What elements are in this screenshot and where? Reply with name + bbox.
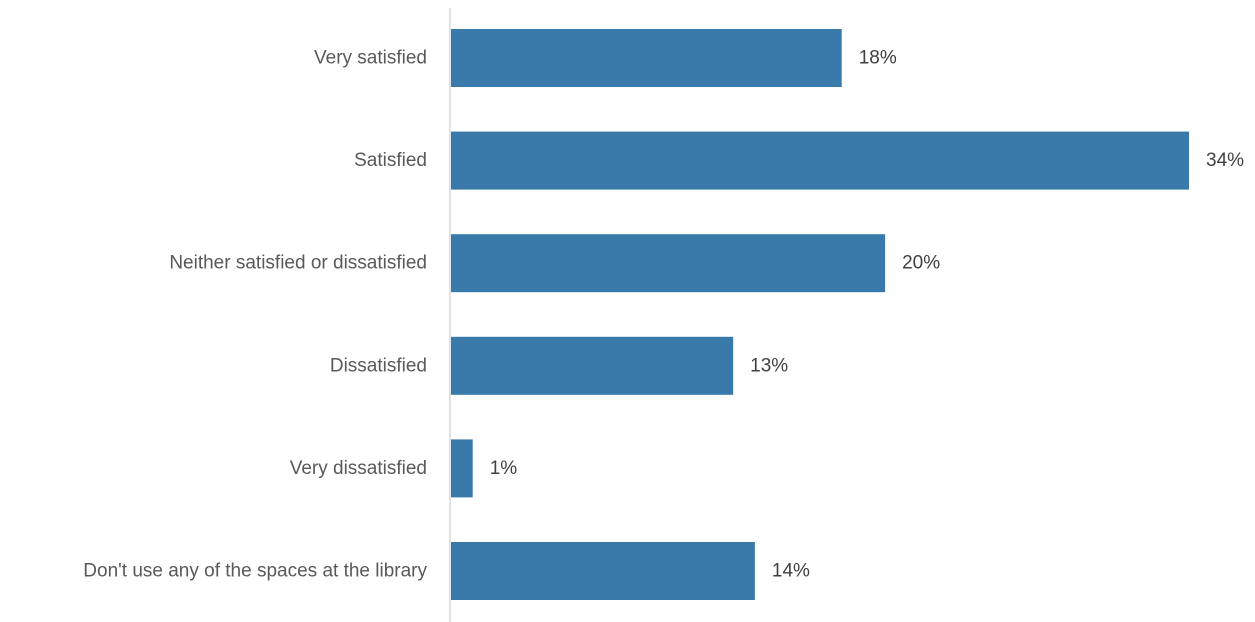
bar — [451, 336, 734, 395]
data-label: 13% — [750, 355, 788, 376]
category-label: Neither satisfied or dissatisfied — [169, 253, 427, 274]
bar — [451, 29, 842, 87]
value-labels-group: 18% 34% 20% 13% 1% 14% — [490, 48, 1244, 582]
bar — [451, 439, 473, 498]
data-label: 1% — [490, 458, 518, 479]
data-label: 18% — [859, 48, 897, 69]
data-label: 20% — [902, 253, 940, 274]
category-label: Very satisfied — [314, 48, 427, 69]
bar — [451, 234, 886, 293]
bar — [451, 542, 755, 600]
category-label: Dissatisfied — [330, 355, 427, 376]
category-label: Very dissatisfied — [290, 458, 427, 479]
data-label: 14% — [772, 561, 810, 582]
category-label: Don't use any of the spaces at the libra… — [83, 561, 427, 582]
data-label: 34% — [1206, 150, 1244, 171]
bar — [451, 131, 1189, 190]
bars-group — [451, 29, 1189, 600]
category-labels-group: Very satisfied Satisfied Neither satisfied… — [83, 48, 427, 582]
category-label: Satisfied — [354, 150, 427, 171]
